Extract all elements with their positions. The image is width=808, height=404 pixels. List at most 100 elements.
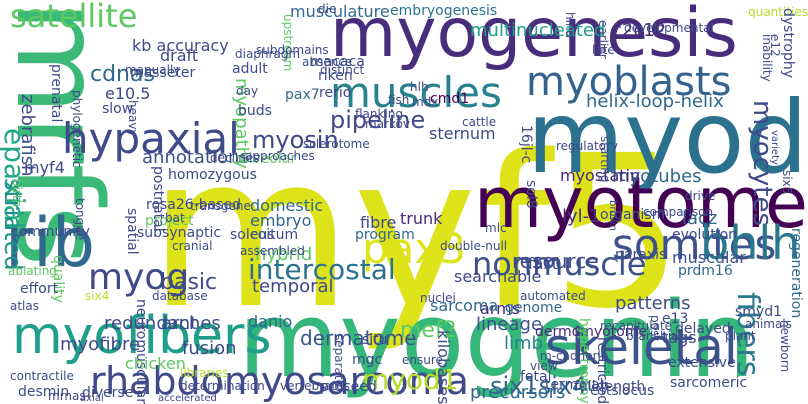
- word-89: e13: [662, 311, 689, 327]
- word-76: sternum: [429, 124, 496, 143]
- word-124: rosa26-based: [146, 197, 242, 213]
- word-160: diaphragm: [235, 47, 301, 61]
- word-38: lyl-1: [562, 206, 601, 227]
- word-30: c2c12: [612, 20, 667, 41]
- word-114: prenatal: [48, 64, 64, 123]
- word-92: smyd1: [735, 304, 783, 320]
- word-180: assembled: [240, 244, 305, 258]
- word-28: musculature: [290, 2, 390, 21]
- word-135: inability: [760, 34, 774, 82]
- word-178: approaches: [245, 149, 315, 163]
- word-12: hypaxial: [62, 114, 240, 163]
- word-59: mef2: [400, 318, 457, 343]
- word-50: myofibre: [60, 334, 141, 355]
- word-3: myod: [526, 79, 808, 196]
- word-147: accelerated: [158, 393, 217, 404]
- word-1: myf5: [148, 110, 685, 355]
- word-10: myoblasts: [526, 59, 732, 105]
- word-61: precursors: [470, 382, 566, 403]
- word-183: recapitulate: [600, 319, 673, 333]
- word-14: bhlh: [700, 216, 801, 270]
- word-32: regeneration: [788, 228, 804, 319]
- word-145: diverse: [82, 385, 134, 401]
- word-120: birth: [10, 179, 24, 208]
- word-181: mlc: [485, 221, 507, 235]
- word-91: paraxis: [615, 247, 667, 263]
- word-170: regulatory: [556, 139, 619, 153]
- word-169: sclerotome: [303, 137, 370, 151]
- word-36: myostatin: [560, 166, 641, 185]
- word-146: mrnas: [48, 389, 86, 403]
- word-174: bat: [165, 211, 185, 225]
- word-159: subdomains: [256, 43, 329, 57]
- word-185: plant: [725, 329, 756, 343]
- word-119: community: [11, 224, 90, 240]
- word-4: myogenin: [238, 279, 756, 401]
- word-27: six1six4: [490, 372, 588, 400]
- word-85: fish: [388, 93, 410, 107]
- word-31: embryogenesis: [390, 3, 498, 19]
- word-77: cmd1: [430, 91, 470, 107]
- word-101: vertebrates: [280, 379, 350, 393]
- word-156: delayed: [675, 321, 731, 337]
- word-11: satellite: [10, 0, 138, 35]
- word-16: pax3: [362, 224, 466, 273]
- word-79: rerio: [319, 85, 352, 101]
- word-168: cattle: [462, 115, 497, 129]
- word-21: myog: [88, 257, 190, 298]
- word-122: spatial: [124, 208, 140, 255]
- word-97: ests: [590, 383, 619, 399]
- word-136: six5: [780, 170, 794, 195]
- word-186: animals: [745, 317, 792, 331]
- word-49: temporal: [252, 276, 334, 297]
- word-80: macaca: [310, 54, 365, 70]
- word-25: myosin: [252, 126, 339, 154]
- word-175: transgene: [190, 199, 251, 213]
- word-131: dystrophy: [780, 8, 796, 79]
- word-113: masseter: [130, 65, 196, 81]
- word-87: searchable: [454, 267, 542, 286]
- word-99: sarcomeric: [670, 375, 748, 391]
- word-116: heavy: [126, 100, 140, 137]
- word-55: neuromuscular: [133, 299, 149, 404]
- word-141: atlas: [10, 299, 39, 313]
- word-121: tongue: [73, 198, 87, 241]
- word-144: libraries: [180, 366, 229, 380]
- word-143: axial: [80, 393, 104, 404]
- word-125: postnatal: [150, 166, 166, 232]
- word-115: adult: [232, 61, 268, 77]
- word-90: patterns: [615, 293, 691, 314]
- word-100: determination: [180, 379, 265, 393]
- word-29: multinucleated: [470, 20, 606, 41]
- word-157: m-cadherin: [540, 349, 609, 363]
- word-151: full-length: [574, 379, 646, 395]
- word-138: markov: [365, 117, 410, 131]
- word-73: coitum: [250, 227, 299, 243]
- word-48: basic: [160, 270, 218, 295]
- word-13: somites: [612, 220, 777, 269]
- word-173: variety: [769, 130, 780, 165]
- word-5: myogenesis: [330, 0, 738, 73]
- word-39: annotations: [142, 147, 249, 168]
- word-17: rhabdomyosarcoma: [90, 359, 469, 403]
- word-71: hybrid: [255, 244, 313, 265]
- word-158: view: [530, 359, 558, 373]
- word-163: manually: [125, 63, 181, 77]
- word-93: fast: [528, 254, 559, 273]
- word-179: cranial: [172, 239, 213, 253]
- word-182: starting: [598, 136, 612, 183]
- word-70: program: [355, 227, 415, 243]
- word-44: e10.5: [105, 84, 151, 103]
- word-177: declines: [210, 151, 260, 165]
- word-53: redundant: [104, 313, 198, 334]
- word-111: myf4: [24, 158, 65, 177]
- word-154: extensive: [668, 355, 736, 371]
- word-184: post: [648, 315, 662, 341]
- word-118: subsynaptic: [137, 225, 222, 241]
- word-148: proceed: [320, 379, 377, 395]
- word-58: genome: [505, 300, 563, 316]
- word-95: 16jl-c: [518, 125, 534, 164]
- word-41: cdnas: [90, 62, 155, 87]
- word-123: project: [145, 213, 194, 229]
